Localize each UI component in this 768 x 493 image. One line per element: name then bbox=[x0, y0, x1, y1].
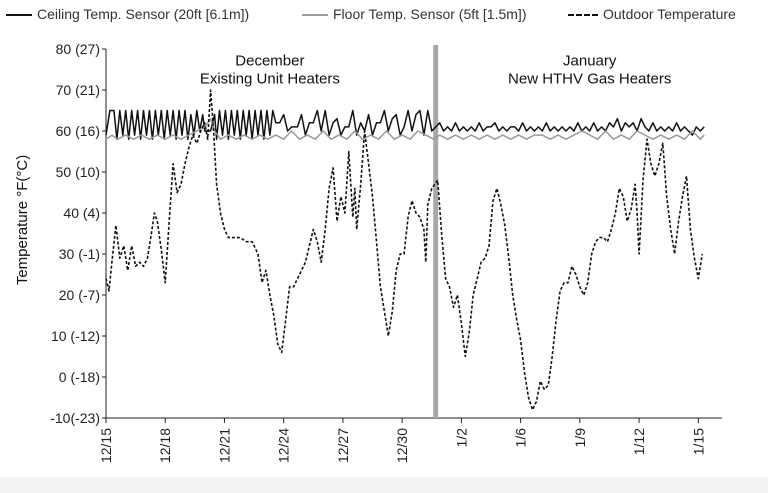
x-tick-label: 1/12 bbox=[631, 428, 647, 455]
y-tick-label: -10(-23) bbox=[50, 410, 100, 426]
x-tick-label: 12/30 bbox=[394, 428, 410, 463]
x-tick-label: 12/24 bbox=[276, 428, 292, 463]
x-tick-label: 1/9 bbox=[572, 428, 588, 448]
x-tick-label: 12/21 bbox=[216, 428, 232, 463]
legend-label-floor: Floor Temp. Sensor (5ft [1.5m]) bbox=[333, 6, 527, 22]
legend-swatch-outdoor bbox=[568, 14, 598, 17]
y-tick-label: 70 (21) bbox=[56, 82, 100, 98]
legend-item-outdoor: Outdoor Temperature bbox=[568, 6, 736, 22]
x-tick-label: 1/15 bbox=[690, 428, 706, 455]
annotation-line: January bbox=[563, 52, 617, 69]
x-tick-label: 12/15 bbox=[98, 428, 114, 463]
legend-label-outdoor: Outdoor Temperature bbox=[603, 6, 736, 22]
y-tick-label: 80 (27) bbox=[56, 41, 100, 57]
chart-legend: Ceiling Temp. Sensor (20ft [6.1m]) Floor… bbox=[0, 6, 768, 26]
legend-label-ceiling: Ceiling Temp. Sensor (20ft [6.1m]) bbox=[37, 6, 250, 22]
legend-item-ceiling: Ceiling Temp. Sensor (20ft [6.1m]) bbox=[6, 6, 249, 22]
x-tick-label: 1/6 bbox=[513, 428, 529, 448]
x-tick-label: 12/27 bbox=[335, 428, 351, 463]
y-axis-label: Temperature °F(°C) bbox=[14, 155, 31, 285]
series-line-2 bbox=[105, 89, 704, 411]
y-tick-label: 20 (-7) bbox=[59, 287, 100, 303]
y-tick-label: 30 (-1) bbox=[59, 246, 100, 262]
series-line-0 bbox=[105, 109, 705, 140]
y-tick-label: 50 (10) bbox=[56, 164, 100, 180]
x-axis-ticks: 12/15 12/18 12/21 12/24 12/27 12/30 1/2 1/6 1/9 1… bbox=[98, 418, 706, 463]
legend-swatch-ceiling bbox=[6, 14, 32, 17]
month-divider-bar bbox=[433, 45, 439, 418]
annotation-line: New HTHV Gas Heaters bbox=[508, 70, 671, 87]
y-tick-label: 40 (4) bbox=[63, 205, 100, 221]
series-lines bbox=[105, 89, 705, 411]
x-tick-label: 12/18 bbox=[157, 428, 173, 463]
y-tick-label: 10 (-12) bbox=[51, 328, 100, 344]
y-tick-label: 0 (-18) bbox=[59, 369, 100, 385]
legend-item-floor: Floor Temp. Sensor (5ft [1.5m]) bbox=[302, 6, 526, 22]
annotation-line: Existing Unit Heaters bbox=[200, 70, 340, 87]
bottom-band bbox=[0, 477, 768, 493]
x-tick-label: 1/2 bbox=[453, 428, 469, 448]
y-tick-label: 60 (16) bbox=[56, 123, 100, 139]
annotation-line: December bbox=[235, 52, 304, 69]
legend-swatch-floor bbox=[302, 14, 328, 17]
y-axis-ticks: 80 (27) 70 (21) 60 (16) 50 (10) 40 (4) 30 (-1… bbox=[50, 41, 106, 426]
